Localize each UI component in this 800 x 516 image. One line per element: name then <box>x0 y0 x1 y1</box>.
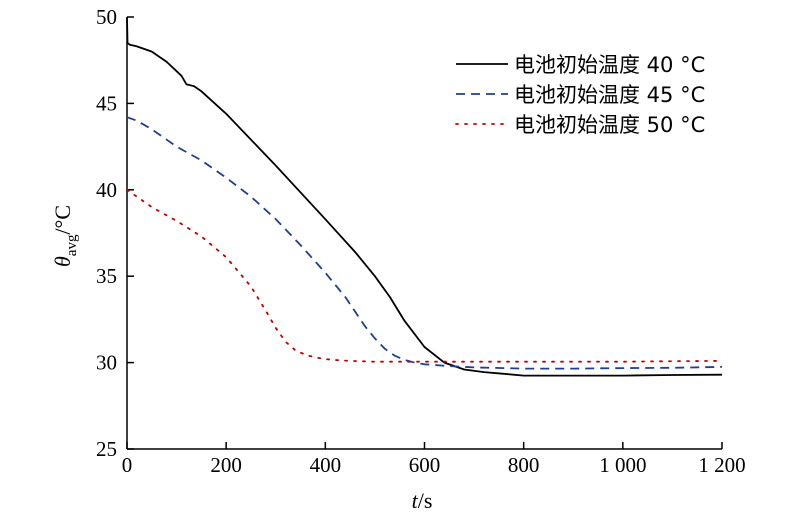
x-tick-label: 200 <box>210 453 242 477</box>
x-tick-label: 400 <box>310 453 342 477</box>
series-line-3 <box>126 188 723 363</box>
y-tick-label: 25 <box>96 437 117 461</box>
x-axis-title-unit: /s <box>418 488 433 513</box>
x-tick-label: 0 <box>122 453 133 477</box>
x-tick-label: 1 200 <box>698 453 745 477</box>
x-tick-label: 600 <box>409 453 441 477</box>
x-axis-title-var: t <box>412 488 419 513</box>
series-line-1 <box>126 16 723 377</box>
x-tick-label: 1 000 <box>599 453 646 477</box>
y-tick-label: 45 <box>96 91 117 115</box>
y-axis-title: θavg/°C <box>50 205 80 267</box>
legend-label-2: 电池初始温度 45 °C <box>514 83 705 107</box>
y-axis-title-unit: /°C <box>50 205 75 235</box>
y-axis-title-sub: avg <box>64 234 80 256</box>
x-tick-label: 800 <box>508 453 540 477</box>
axes: 0 200 400 600 800 1 000 1 200 25 30 35 40 45 50 <box>96 5 746 477</box>
y-tick-label: 30 <box>96 351 117 375</box>
legend-label-1: 电池初始温度 40 °C <box>514 53 705 77</box>
y-axis-title-var: θ <box>50 256 75 267</box>
y-tick-label: 50 <box>96 5 117 29</box>
x-axis-title: t/s <box>412 488 433 513</box>
legend: 电池初始温度 40 °C 电池初始温度 45 °C 电池初始温度 50 °C <box>455 53 705 137</box>
legend-label-3: 电池初始温度 50 °C <box>514 113 705 137</box>
series-line-2 <box>126 116 723 370</box>
series-layer <box>126 16 723 377</box>
y-tick-label: 40 <box>96 178 117 202</box>
y-tick-label: 35 <box>96 264 117 288</box>
